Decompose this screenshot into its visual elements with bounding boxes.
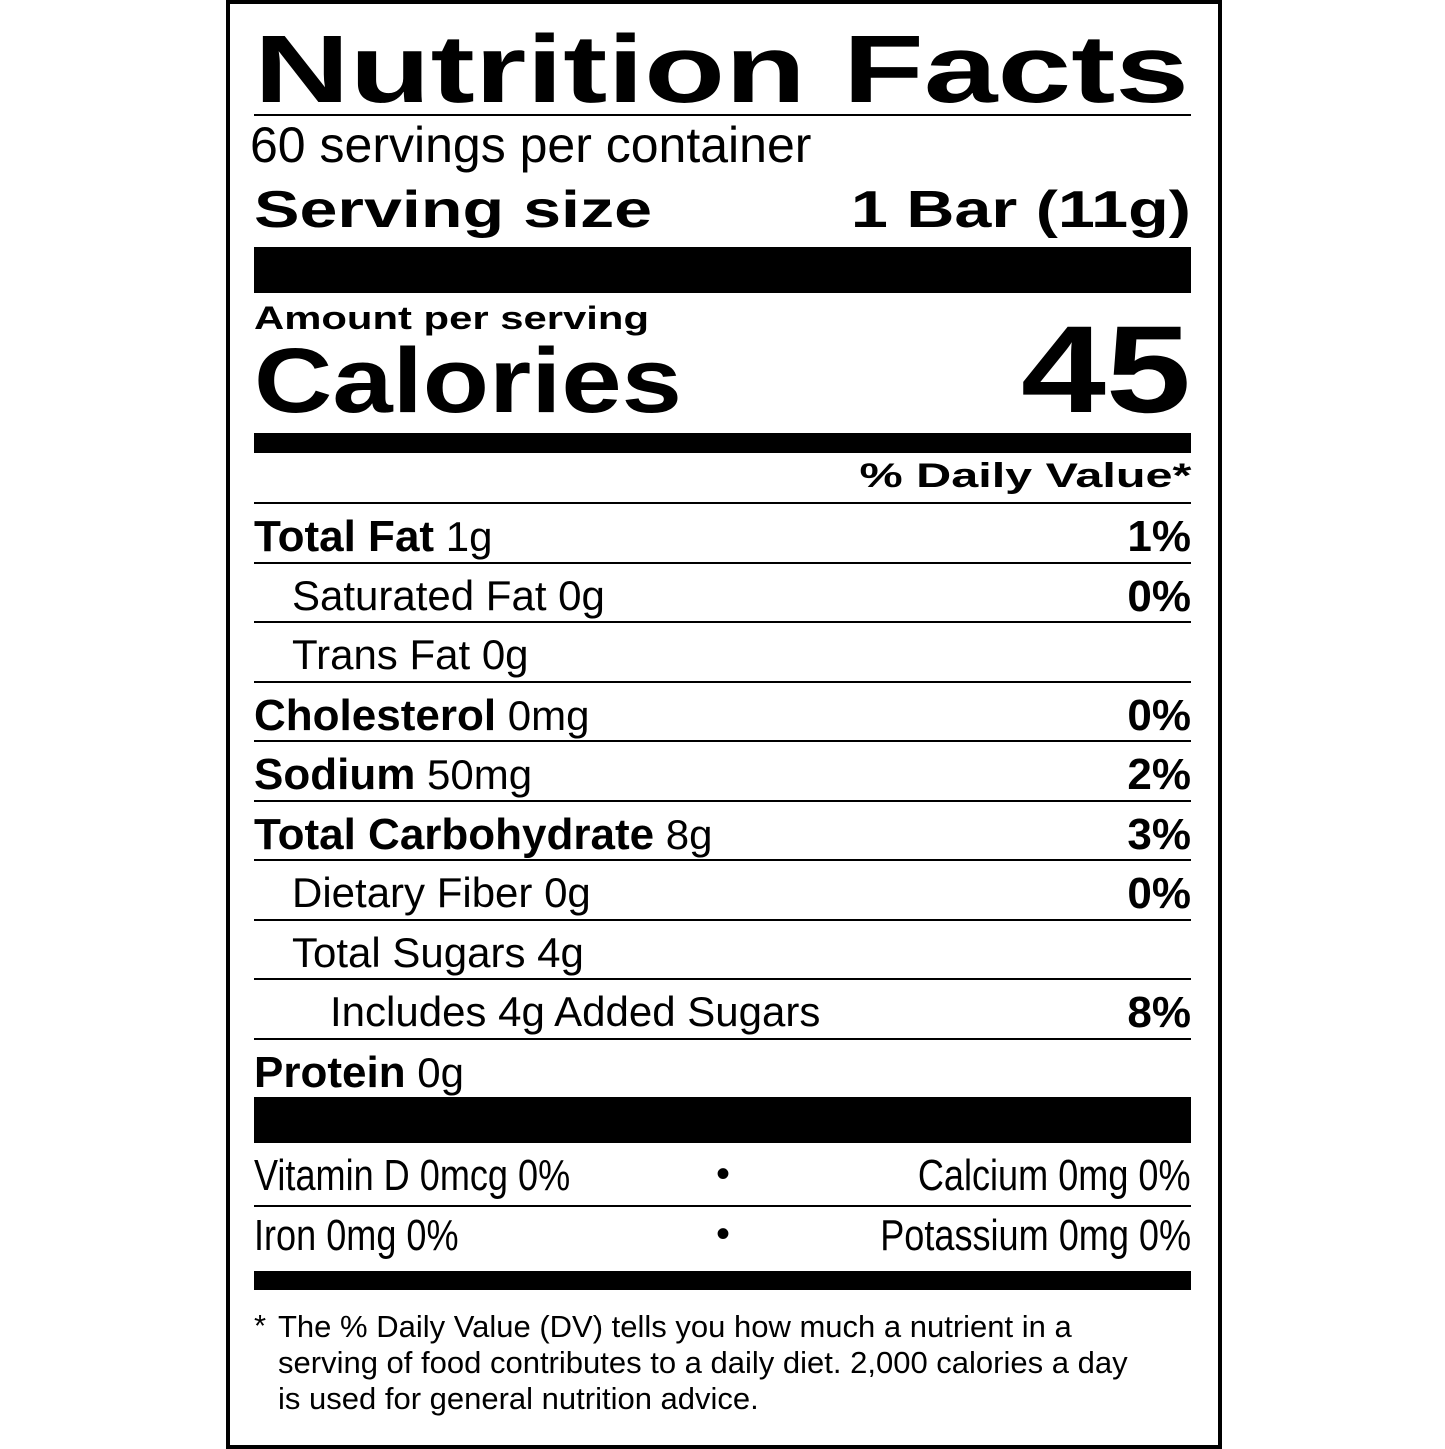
divider bbox=[254, 740, 1191, 742]
daily-value-percent: 0% bbox=[1127, 571, 1191, 621]
footnote-asterisk: * bbox=[254, 1308, 267, 1343]
divider bbox=[254, 918, 1191, 921]
daily-value-percent: 0% bbox=[1127, 869, 1191, 918]
thick-bar bbox=[254, 1097, 1191, 1143]
nutrient-name: Cholesterol 0mg bbox=[254, 691, 589, 741]
nutrient-amount: 50mg bbox=[427, 751, 533, 798]
footnote-line: The % Daily Value (DV) tells you how muc… bbox=[278, 1309, 1072, 1344]
nutrient-name: Trans Fat 0g bbox=[292, 631, 529, 679]
nutrient-label: Total Fat bbox=[254, 512, 435, 561]
daily-value-percent: 1% bbox=[1127, 512, 1191, 561]
divider bbox=[254, 1037, 1191, 1040]
nutrient-label: Includes 4g Added Sugars bbox=[330, 988, 821, 1035]
divider bbox=[254, 502, 1191, 504]
nutrient-label: Protein bbox=[254, 1047, 406, 1097]
nutrient-name: Sodium 50mg bbox=[254, 750, 532, 800]
nutrient-amount: 4g bbox=[537, 928, 584, 976]
divider bbox=[254, 978, 1191, 980]
nutrient-label: Saturated Fat bbox=[292, 571, 547, 619]
nutrient-amount: 0g bbox=[544, 869, 591, 916]
nutrient-name: Total Carbohydrate 8g bbox=[254, 810, 713, 860]
divider bbox=[254, 680, 1191, 683]
calories-value: 45 bbox=[1021, 301, 1191, 439]
nutrient-name: Dietary Fiber 0g bbox=[292, 869, 591, 917]
nutrient-row: Saturated Fat 0g 0% bbox=[254, 564, 1191, 622]
nutrient-amount: 0mg bbox=[507, 691, 590, 739]
divider bbox=[254, 114, 1191, 116]
nutrient-name: Total Sugars 4g bbox=[292, 929, 584, 977]
daily-value-header: % Daily Value* bbox=[859, 457, 1191, 495]
nutrient-amount: 8g bbox=[665, 810, 713, 858]
nutrient-amount: 1g bbox=[445, 513, 493, 560]
nutrient-label: Total Carbohydrate bbox=[254, 809, 655, 859]
nutrient-name: Total Fat 1g bbox=[254, 512, 492, 562]
daily-value-percent: 3% bbox=[1127, 809, 1191, 859]
daily-value-percent: 8% bbox=[1127, 988, 1191, 1037]
daily-value-percent: 0% bbox=[1127, 690, 1191, 740]
potassium: Potassium 0mg 0% bbox=[880, 1211, 1191, 1260]
nutrient-label: Dietary Fiber bbox=[292, 869, 533, 916]
serving-size-value: 1 Bar (11g) bbox=[851, 181, 1191, 239]
vitamin-d: Vitamin D 0mcg 0% bbox=[254, 1151, 571, 1200]
nutrient-row: Sodium 50mg 2% bbox=[254, 742, 1191, 800]
divider bbox=[254, 561, 1191, 564]
divider bbox=[254, 621, 1191, 623]
divider bbox=[254, 799, 1191, 802]
nutrient-row: Total Sugars 4g bbox=[254, 921, 1191, 979]
nutrient-label: Cholesterol bbox=[254, 690, 497, 740]
nutrient-row: Dietary Fiber 0g 0% bbox=[254, 861, 1191, 919]
calcium: Calcium 0mg 0% bbox=[918, 1151, 1191, 1200]
nutrient-label: Sodium bbox=[254, 750, 416, 799]
nutrient-row: Cholesterol 0mg 0% bbox=[254, 683, 1191, 741]
footnote: The % Daily Value (DV) tells you how muc… bbox=[278, 1309, 1128, 1417]
nutrient-row: Protein 0g bbox=[254, 1040, 1191, 1098]
calories-label: Calories bbox=[254, 330, 682, 432]
bullet: • bbox=[716, 1212, 731, 1256]
divider bbox=[254, 1205, 1191, 1207]
nutrient-row: Includes 4g Added Sugars 8% bbox=[254, 980, 1191, 1038]
nutrient-row: Total Fat 1g 1% bbox=[254, 504, 1191, 562]
thick-bar bbox=[254, 247, 1191, 293]
divider bbox=[254, 859, 1191, 861]
nutrient-amount: 0g bbox=[558, 571, 605, 619]
nutrient-name: Protein 0g bbox=[254, 1048, 464, 1098]
iron: Iron 0mg 0% bbox=[254, 1211, 459, 1260]
nutrient-label: Total Sugars bbox=[292, 928, 526, 976]
medium-bar bbox=[254, 1271, 1191, 1290]
daily-value-percent: 2% bbox=[1127, 750, 1191, 799]
nutrition-facts-title: Nutrition Facts bbox=[254, 16, 1189, 123]
medium-bar bbox=[254, 433, 1191, 453]
serving-size-label: Serving size bbox=[254, 181, 652, 239]
nutrient-row: Total Carbohydrate 8g 3% bbox=[254, 802, 1191, 860]
nutrient-row: Trans Fat 0g bbox=[254, 623, 1191, 681]
nutrient-amount: 0g bbox=[417, 1048, 464, 1096]
nutrient-name: Saturated Fat 0g bbox=[292, 572, 605, 620]
servings-per-container: 60 servings per container bbox=[250, 117, 812, 173]
nutrient-name: Includes 4g Added Sugars bbox=[330, 988, 820, 1036]
amount-per-serving: Amount per serving bbox=[254, 300, 649, 336]
nutrient-amount: 0g bbox=[481, 631, 529, 678]
footnote-line: serving of food contributes to a daily d… bbox=[278, 1345, 1128, 1380]
nutrient-label: Trans Fat bbox=[292, 631, 471, 678]
footnote-line: is used for general nutrition advice. bbox=[278, 1381, 759, 1416]
bullet: • bbox=[716, 1152, 731, 1196]
